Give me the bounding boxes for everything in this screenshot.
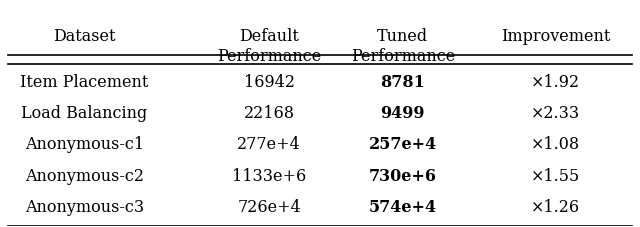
Text: ×1.55: ×1.55	[531, 168, 580, 185]
Text: Default
Performance: Default Performance	[217, 28, 321, 65]
Text: 16942: 16942	[244, 74, 294, 91]
Text: Anonymous-c3: Anonymous-c3	[25, 199, 144, 216]
Text: 277e+4: 277e+4	[237, 136, 301, 153]
Text: ×1.26: ×1.26	[531, 199, 580, 216]
Text: ×1.08: ×1.08	[531, 136, 580, 153]
Text: 730e+6: 730e+6	[369, 168, 437, 185]
Text: 726e+4: 726e+4	[237, 199, 301, 216]
Text: ×2.33: ×2.33	[531, 105, 580, 122]
Text: 257e+4: 257e+4	[369, 136, 437, 153]
Text: Anonymous-c1: Anonymous-c1	[25, 136, 144, 153]
Text: 8781: 8781	[380, 74, 425, 91]
Text: 574e+4: 574e+4	[369, 199, 437, 216]
Text: Dataset: Dataset	[53, 28, 115, 45]
Text: Tuned
Performance: Tuned Performance	[351, 28, 455, 65]
Text: 9499: 9499	[381, 105, 425, 122]
Text: ×1.92: ×1.92	[531, 74, 580, 91]
Text: 22168: 22168	[244, 105, 294, 122]
Text: Anonymous-c2: Anonymous-c2	[25, 168, 144, 185]
Text: Improvement: Improvement	[501, 28, 611, 45]
Text: Item Placement: Item Placement	[20, 74, 148, 91]
Text: 1133e+6: 1133e+6	[232, 168, 306, 185]
Text: Load Balancing: Load Balancing	[21, 105, 147, 122]
